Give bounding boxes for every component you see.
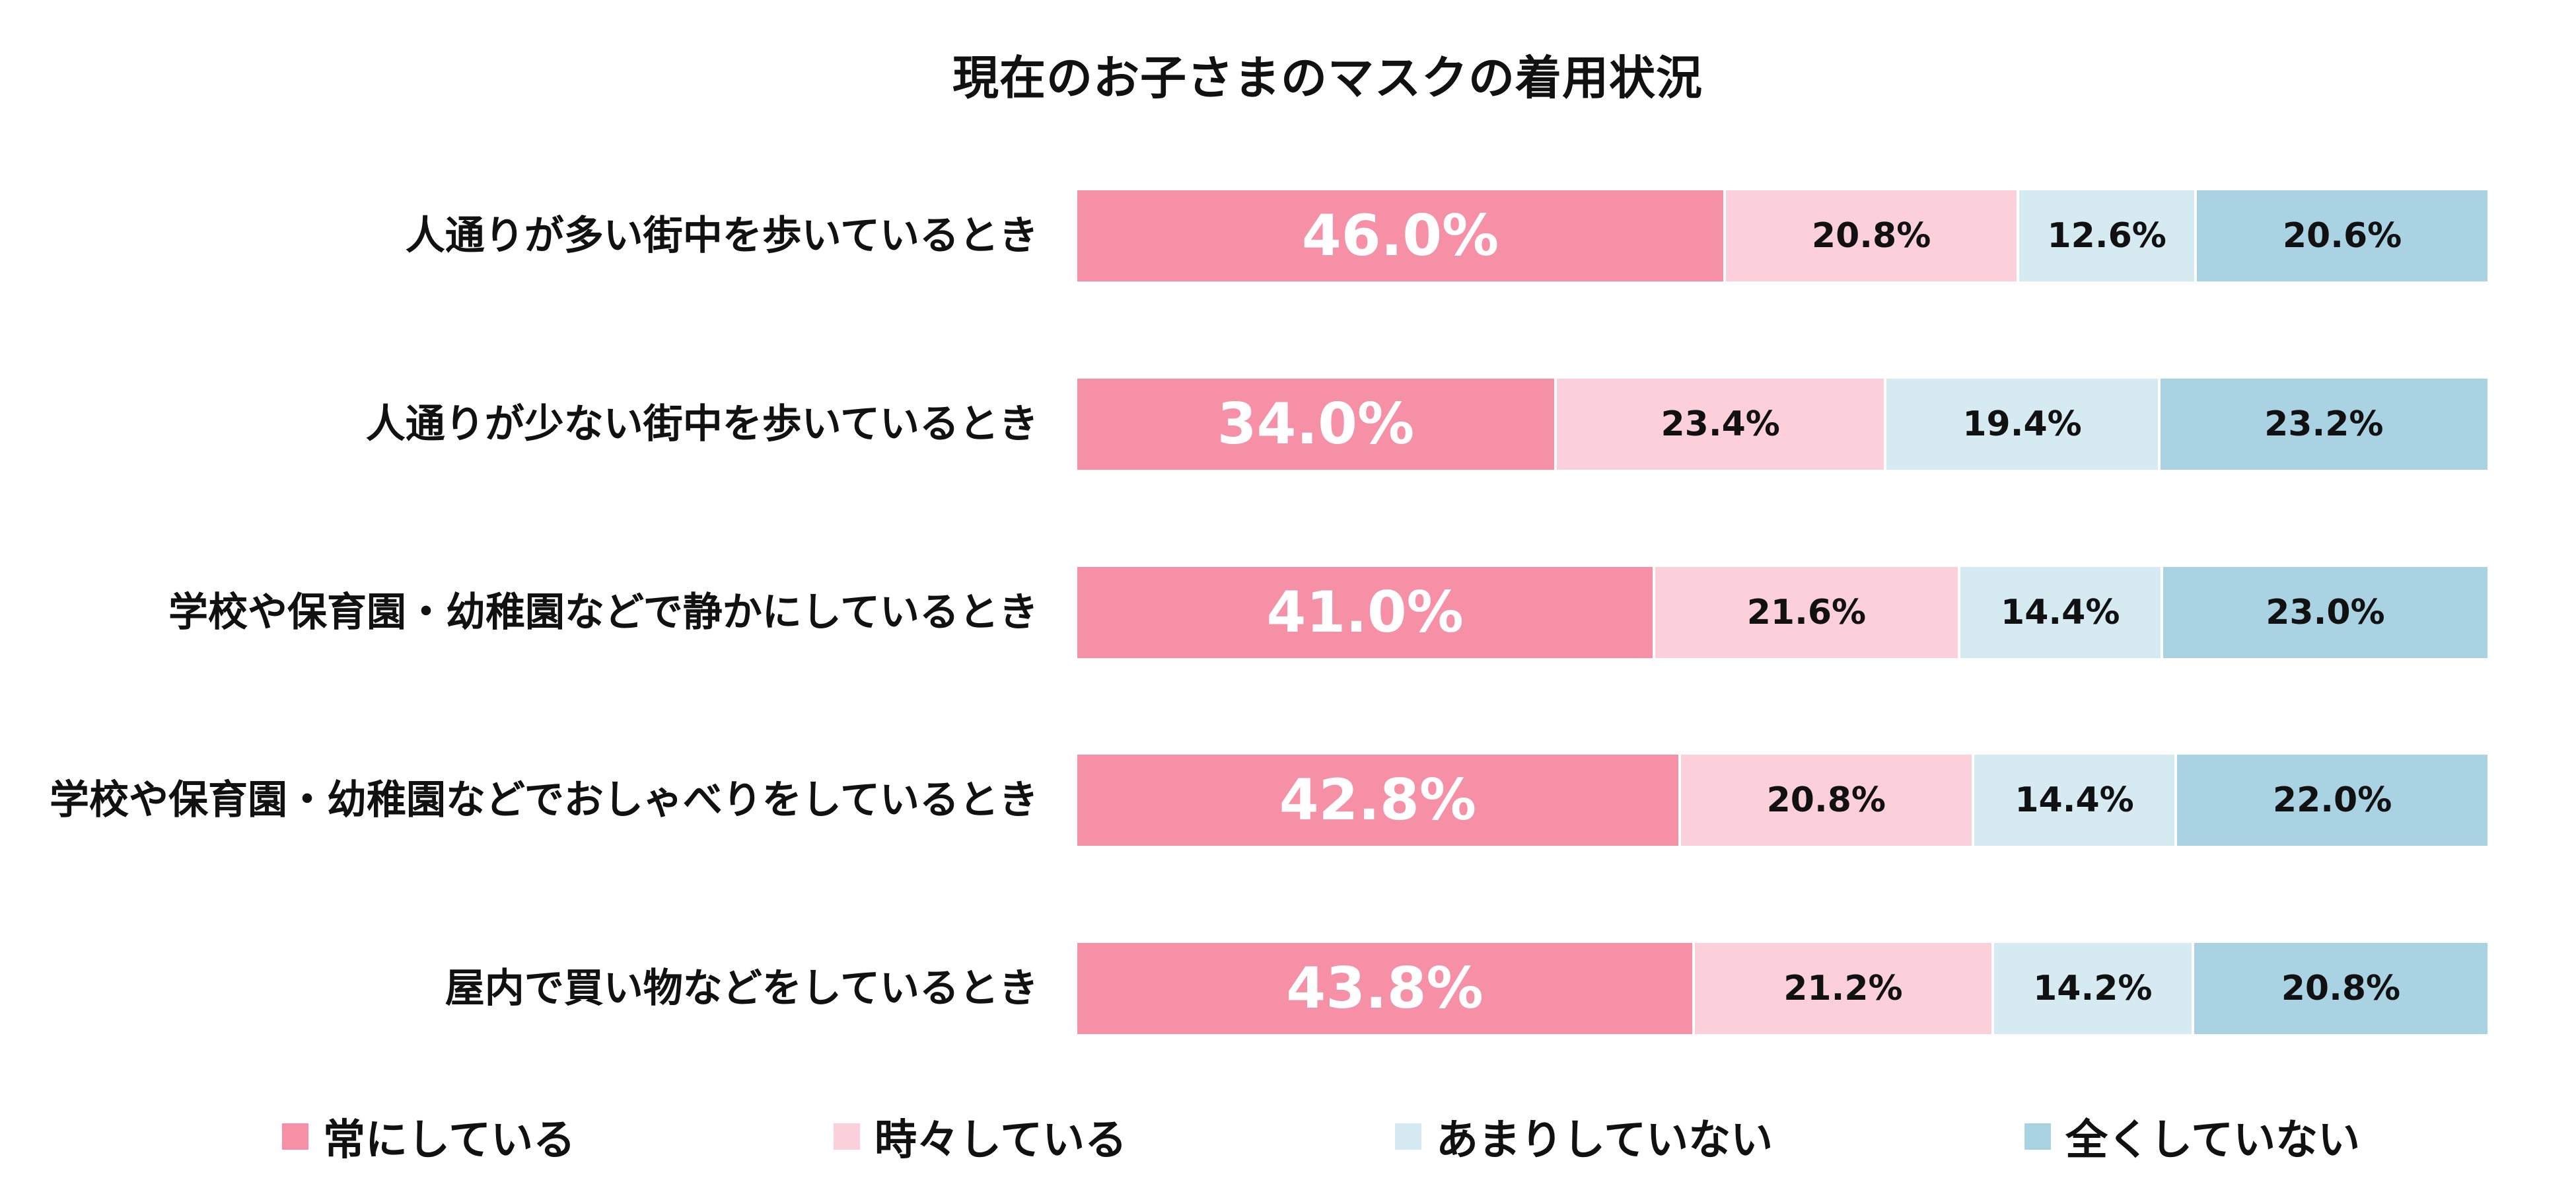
row-label: 学校や保育園・幼稚園などでおしゃべりをしているとき — [50, 777, 1038, 823]
bar-segment: 42.8% — [1077, 755, 1681, 846]
data-label: 23.4% — [1661, 404, 1780, 444]
legend-label: 時々している — [875, 1116, 1127, 1165]
legend-swatch — [2024, 1123, 2051, 1150]
data-label: 43.8% — [1286, 955, 1484, 1022]
bar-segment: 43.8% — [1077, 943, 1696, 1034]
legend-swatch — [834, 1123, 860, 1150]
bar-segment: 14.4% — [1960, 567, 2163, 658]
bar-segment: 46.0% — [1077, 190, 1727, 281]
data-label: 20.8% — [1811, 216, 1931, 256]
data-label: 19.4% — [1962, 404, 2082, 444]
bar-segment: 20.8% — [1726, 190, 2020, 281]
bar-row: 43.8% 21.2% 14.2% 20.8% — [1077, 943, 2487, 1034]
bar-segment: 41.0% — [1077, 567, 1656, 658]
row-label: 人通りが少ない街中を歩いているとき — [365, 401, 1038, 447]
legend-item: 常にしている — [282, 1107, 575, 1166]
data-label: 42.8% — [1279, 767, 1477, 833]
legend-item: 全くしていない — [2024, 1107, 2360, 1166]
legend-label: 全くしていない — [2065, 1116, 2361, 1165]
bar-row: 41.0% 21.6% 14.4% 23.0% — [1077, 567, 2487, 658]
bar-segment: 20.8% — [2194, 943, 2487, 1034]
data-label: 20.6% — [2282, 216, 2402, 256]
data-label: 23.0% — [2266, 593, 2385, 632]
data-label: 14.4% — [2001, 593, 2120, 632]
bar-row: 42.8% 20.8% 14.4% 22.0% — [1077, 755, 2487, 846]
legend-swatch — [1395, 1123, 1421, 1150]
bar-segment: 34.0% — [1077, 379, 1557, 470]
bar-segment: 22.0% — [2177, 755, 2487, 846]
bar-segment: 23.2% — [2160, 379, 2487, 470]
data-label: 20.8% — [1766, 780, 1886, 820]
bar-segment: 20.8% — [1680, 755, 1974, 846]
bar-row: 34.0% 23.4% 19.4% 23.2% — [1077, 379, 2487, 470]
data-label: 41.0% — [1266, 579, 1464, 646]
data-label: 21.2% — [1783, 969, 1903, 1008]
bar-segment: 14.4% — [1974, 755, 2178, 846]
data-label: 34.0% — [1217, 391, 1415, 457]
legend-swatch — [282, 1123, 308, 1150]
data-label: 12.6% — [2047, 216, 2166, 256]
data-label: 14.4% — [2015, 780, 2134, 820]
data-label: 23.2% — [2264, 404, 2384, 444]
legend-item: あまりしていない — [1395, 1107, 1773, 1166]
bar-segment: 12.6% — [2019, 190, 2198, 281]
data-label: 20.8% — [2281, 969, 2401, 1008]
data-label: 22.0% — [2272, 780, 2392, 820]
row-label: 人通りが多い街中を歩いているとき — [405, 213, 1038, 259]
bar-row: 46.0% 20.8% 12.6% 20.6% — [1077, 190, 2487, 281]
bar-segment: 21.6% — [1655, 567, 1960, 658]
legend: 常にしている 時々している あまりしていない 全くしていない — [0, 1107, 2576, 1166]
legend-item: 時々している — [834, 1107, 1127, 1166]
row-label: 屋内で買い物などをしているとき — [445, 965, 1038, 1012]
data-label: 46.0% — [1301, 203, 1499, 269]
chart-title: 現在のお子さまのマスクの着用状況 — [952, 51, 1703, 105]
bar-segment: 23.4% — [1556, 379, 1887, 470]
bar-segment: 20.6% — [2197, 190, 2487, 281]
bar-segment: 14.2% — [1993, 943, 2194, 1034]
data-label: 21.6% — [1746, 593, 1867, 632]
data-label: 14.2% — [2033, 969, 2153, 1008]
legend-label: 常にしている — [323, 1116, 576, 1165]
bar-segment: 23.0% — [2163, 567, 2487, 658]
bar-segment: 21.2% — [1695, 943, 1994, 1034]
legend-label: あまりしていない — [1436, 1116, 1773, 1165]
bar-segment: 19.4% — [1886, 379, 2161, 470]
row-label: 学校や保育園・幼稚園などで静かにしているとき — [168, 589, 1038, 636]
